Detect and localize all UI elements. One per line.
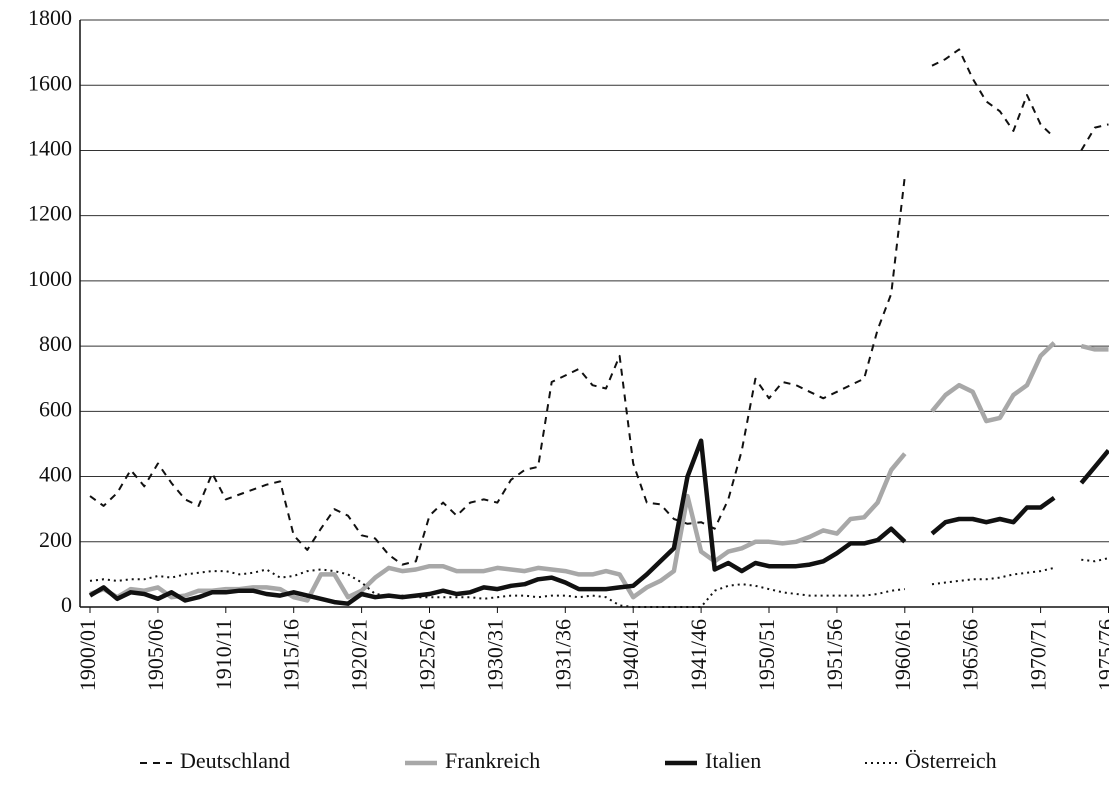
x-tick-label: 1940/41 xyxy=(618,619,643,691)
x-tick-label: 1910/11 xyxy=(211,619,236,690)
x-tick-label: 1970/71 xyxy=(1026,619,1051,691)
y-tick-label: 1600 xyxy=(28,70,72,95)
x-tick-label: 1931/36 xyxy=(550,619,575,691)
x-tick-label: 1920/21 xyxy=(347,619,372,691)
y-tick-label: 1800 xyxy=(28,5,72,30)
y-tick-label: 800 xyxy=(39,331,72,356)
y-tick-label: 1000 xyxy=(28,266,72,291)
x-tick-label: 1925/26 xyxy=(415,619,440,691)
y-tick-label: 1200 xyxy=(28,201,72,226)
y-tick-label: 0 xyxy=(61,592,72,617)
x-tick-label: 1965/66 xyxy=(958,619,983,691)
legend-label: Frankreich xyxy=(445,748,540,773)
series-line xyxy=(89,341,1109,603)
y-tick-label: 400 xyxy=(39,462,72,487)
x-tick-label: 1900/01 xyxy=(75,619,100,691)
x-tick-label: 1960/61 xyxy=(890,619,915,691)
x-tick-label: 1915/16 xyxy=(279,619,304,691)
series-line xyxy=(88,438,1109,606)
series-line xyxy=(89,557,1109,608)
x-tick-label: 1950/51 xyxy=(754,619,779,691)
x-tick-label: 1930/31 xyxy=(482,619,507,691)
x-tick-label: 1951/56 xyxy=(822,619,847,691)
y-tick-label: 200 xyxy=(39,527,72,552)
y-tick-label: 1400 xyxy=(28,135,72,160)
y-tick-label: 600 xyxy=(39,396,72,421)
series-line xyxy=(89,48,1109,566)
legend-label: Deutschland xyxy=(180,748,290,773)
legend-label: Italien xyxy=(705,748,761,773)
legend-label: Österreich xyxy=(905,748,997,773)
x-tick-label: 1941/46 xyxy=(686,619,711,691)
x-tick-label: 1975/76 xyxy=(1094,619,1109,691)
x-tick-label: 1905/06 xyxy=(143,619,168,691)
